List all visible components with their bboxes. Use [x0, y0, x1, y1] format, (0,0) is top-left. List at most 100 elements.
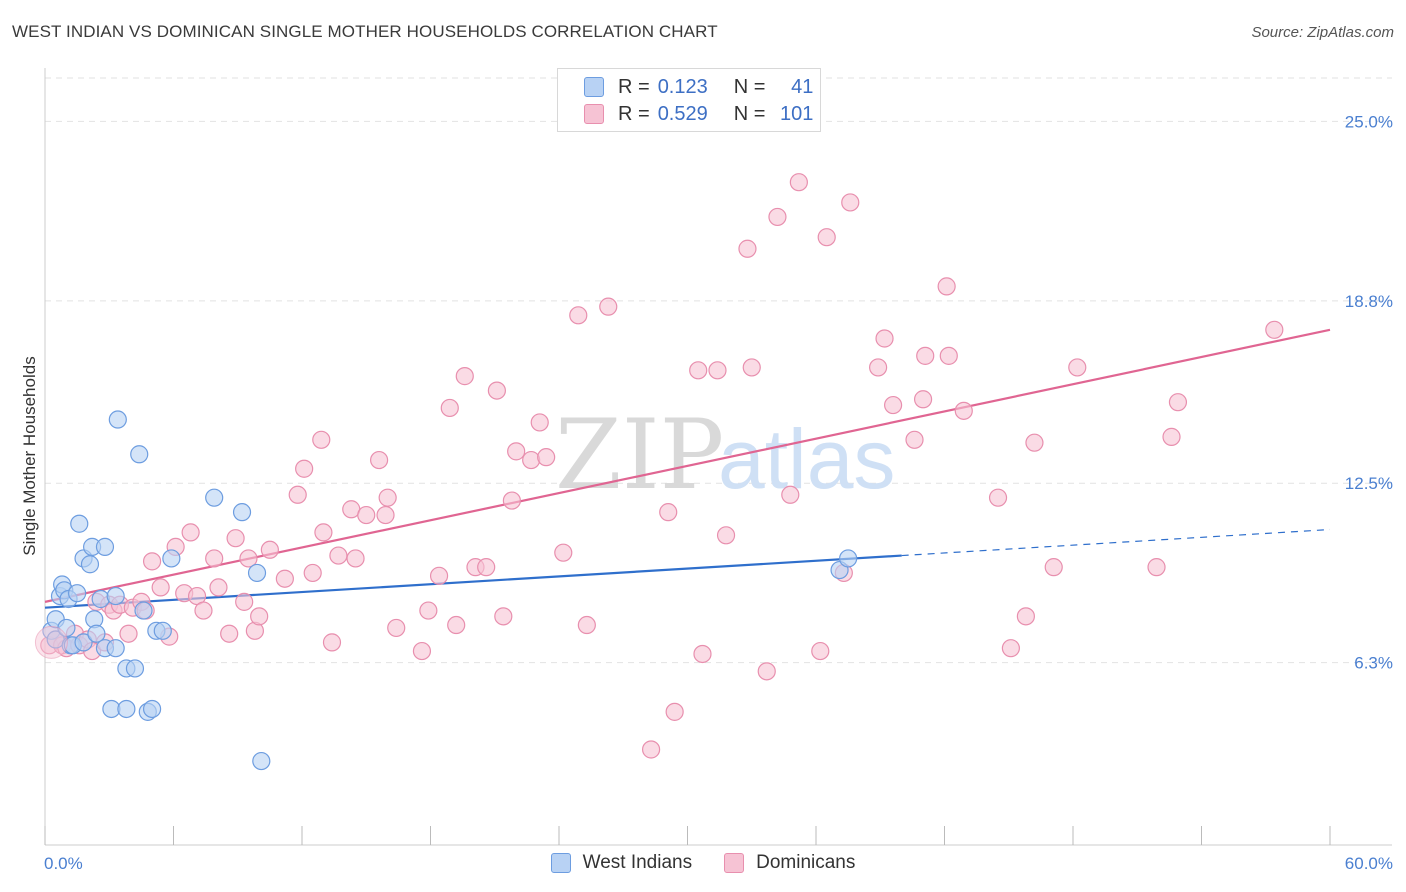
west-indians-label: West Indians — [582, 852, 693, 873]
legend-r-value: 0.123 — [657, 75, 708, 98]
dominicans-point — [781, 485, 800, 504]
legend-n-label: N = — [733, 102, 766, 125]
dominicans-point — [599, 297, 618, 316]
dominicans-point — [988, 488, 1008, 507]
dominicans-point — [522, 450, 541, 470]
y-tick-label: 12.5% — [1345, 474, 1393, 493]
dominicans-point — [939, 346, 958, 365]
dominicans-point — [494, 607, 513, 626]
dominicans-point — [487, 381, 506, 400]
legend-r-value: 0.529 — [657, 102, 708, 125]
dominicans-point — [447, 615, 466, 635]
dominicans-point — [250, 607, 269, 626]
legend: R = 0.123 N = 41 R = 0.529 N = 101 — [557, 68, 821, 132]
dominicans-point — [883, 395, 903, 415]
dominicans-point — [869, 358, 888, 377]
dominicans-point — [742, 358, 761, 377]
dominicans-point — [659, 503, 678, 522]
dominicans-point — [554, 543, 573, 562]
west-indians-point — [247, 563, 267, 583]
west-indians-swatch — [584, 77, 604, 97]
dominicans-point — [1147, 558, 1166, 577]
west-indians-trend-extension — [901, 528, 1331, 557]
west-indians-point — [117, 699, 136, 719]
dominicans-point — [811, 641, 830, 661]
dominicans-cluster-point — [34, 625, 68, 659]
legend-row-west-indians: R = 0.123 N = 41 — [584, 74, 813, 100]
watermark-zip: ZIP — [555, 399, 724, 511]
legend-r-label: R = — [618, 75, 650, 98]
watermark-atlas: atlas — [718, 412, 895, 506]
dominicans-point — [288, 485, 307, 504]
dominicans-point — [789, 173, 808, 192]
west-indians-point — [74, 633, 93, 652]
dominicans-point — [1068, 358, 1087, 377]
dominicans-point — [370, 450, 389, 470]
west-indians-point — [87, 624, 106, 643]
dominicans-point — [142, 552, 162, 571]
dominicans-point — [738, 239, 757, 258]
dominicans-point — [1265, 320, 1284, 339]
legend-row-dominicans: R = 0.529 N = 101 — [584, 101, 813, 127]
dominicans-point — [689, 361, 708, 380]
dominicans-point — [537, 448, 556, 467]
dominicans-point — [577, 615, 596, 635]
dominicans-point — [312, 430, 331, 449]
dominicans-point — [1001, 639, 1020, 658]
dominicans-point — [693, 644, 712, 664]
dominicans-point — [768, 207, 787, 227]
dominicans-point — [569, 306, 588, 325]
dominicans-point — [913, 390, 933, 409]
chart-title: WEST INDIAN VS DOMINICAN SINGLE MOTHER H… — [12, 22, 718, 41]
dominicans-point — [1025, 433, 1044, 452]
dominicans-point — [954, 401, 973, 420]
west-indians-point — [125, 659, 145, 678]
west-indians-point — [130, 445, 149, 464]
dominicans-point — [1168, 393, 1188, 412]
west-indians-point — [232, 503, 252, 522]
dominicans-point — [455, 367, 474, 386]
y-axis-label: Single Mother Households — [20, 356, 39, 555]
dominicans-point — [1016, 607, 1035, 626]
legend-r-label: R = — [618, 102, 650, 125]
bottom-legend-dominicans: Dominicans — [724, 852, 855, 874]
legend-n-value: 41 — [791, 75, 814, 98]
source-label: Source: ZipAtlas.com — [1251, 24, 1394, 41]
dominicans-point — [708, 361, 727, 380]
y-tick-label: 18.8% — [1345, 292, 1393, 311]
dominicans-point — [507, 442, 526, 461]
dominicans-swatch — [724, 853, 745, 873]
west-indians-point — [142, 699, 162, 719]
dominicans-point — [151, 578, 170, 597]
dominicans-point — [119, 624, 138, 643]
dominicans-point — [357, 505, 376, 525]
dominicans-point — [875, 329, 894, 348]
dominicans-point — [716, 526, 736, 545]
data-points — [34, 173, 1284, 771]
legend-n-value: 101 — [780, 102, 814, 125]
dominicans-point — [378, 488, 397, 507]
dominicans-point — [209, 578, 228, 597]
west-indians-point — [162, 549, 181, 568]
dominicans-point — [275, 569, 294, 588]
dominicans-point — [905, 430, 924, 449]
tick-labels: 6.3% 12.5% 18.8% 25.0% 0.0% 60.0% — [44, 112, 1393, 873]
dominicans-point — [226, 529, 245, 548]
dominicans-point — [239, 549, 258, 568]
dominicans-point — [429, 566, 449, 585]
dominicans-point — [181, 523, 200, 542]
dominicans-point — [817, 228, 836, 247]
dominicans-point — [665, 702, 684, 721]
dominicans-point — [322, 633, 342, 652]
dominicans-point — [530, 413, 549, 432]
bottom-legend-west-indians: West Indians — [550, 852, 693, 874]
dominicans-point — [194, 601, 213, 620]
dominicans-point — [641, 740, 661, 759]
dominicans-point — [841, 193, 860, 212]
dominicans-point — [502, 491, 521, 510]
west-indians-point — [70, 514, 89, 533]
dominicans-point — [314, 523, 333, 542]
dominicans-point — [260, 540, 279, 559]
x-tick-label: 0.0% — [44, 854, 83, 873]
west-indians-point — [91, 589, 110, 609]
